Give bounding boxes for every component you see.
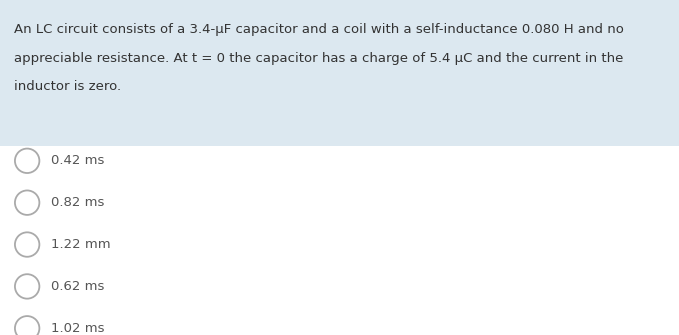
Text: 0.62 ms: 0.62 ms [51, 280, 105, 293]
Text: appreciable resistance. At t = 0 the capacitor has a charge of 5.4 μC and the cu: appreciable resistance. At t = 0 the cap… [14, 52, 623, 65]
Text: An LC circuit consists of a 3.4-μF capacitor and a coil with a self-inductance 0: An LC circuit consists of a 3.4-μF capac… [14, 23, 623, 37]
Text: 0.82 ms: 0.82 ms [51, 196, 105, 209]
Text: inductor is zero.: inductor is zero. [14, 80, 121, 93]
Text: 1.02 ms: 1.02 ms [51, 322, 105, 335]
Bar [0, 0, 679, 146]
Ellipse shape [15, 232, 39, 257]
Ellipse shape [15, 274, 39, 298]
Text: 0.42 ms: 0.42 ms [51, 154, 105, 167]
Ellipse shape [15, 191, 39, 215]
Ellipse shape [15, 316, 39, 335]
Text: 1.22 mm: 1.22 mm [51, 238, 111, 251]
Ellipse shape [15, 149, 39, 173]
